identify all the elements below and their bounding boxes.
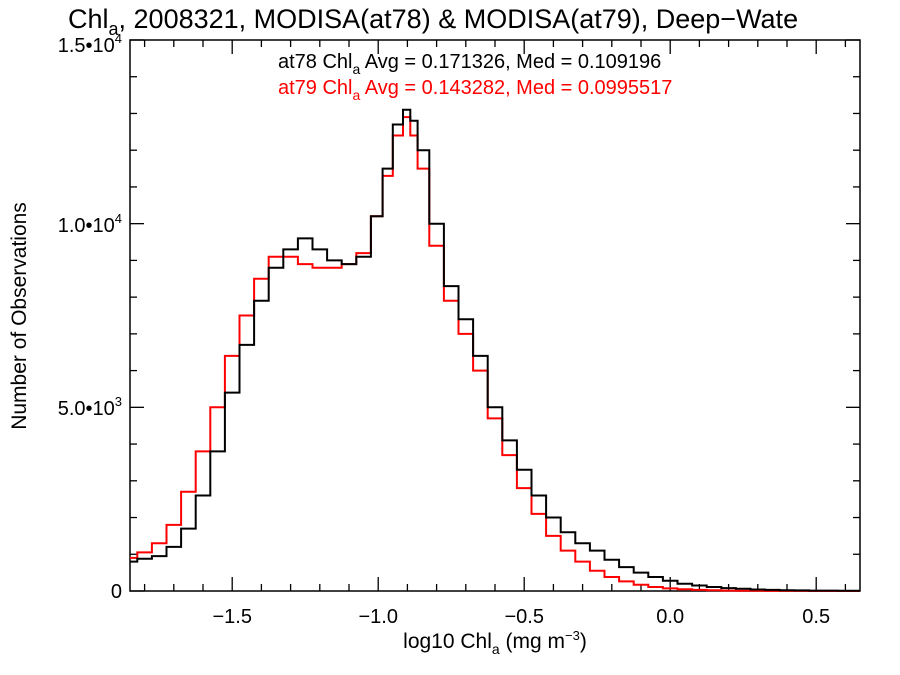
x-tick-label: −1.5 [212, 606, 251, 628]
x-tick-label: 0.5 [802, 606, 830, 628]
x-tick-label: −1.0 [358, 606, 397, 628]
y-tick-label: 0 [111, 581, 122, 603]
y-tick-label: 1.0•104 [58, 211, 122, 237]
annotation-at78: at78 Chla Avg = 0.171326, Med = 0.109196 [278, 51, 661, 77]
x-tick-label: 0.0 [656, 606, 684, 628]
histogram-lines [130, 108, 860, 592]
y-axis-label: Number of Observations [8, 202, 31, 430]
y-tick-label: 1.5•104 [58, 31, 122, 57]
x-tick-labels: −1.5 −1.0 −0.5 0.0 0.5 [212, 606, 830, 628]
axis-ticks [130, 39, 860, 592]
x-axis-label: log10 Chla (mg m−3) [403, 628, 587, 657]
y-tick-label: 5.0•103 [58, 394, 122, 420]
annotation-at79: at79 Chla Avg = 0.143282, Med = 0.099551… [278, 77, 672, 103]
x-tick-label: −0.5 [504, 606, 543, 628]
series-at78-line [130, 108, 860, 592]
chart-title: Chla, 2008321, MODISA(at78) & MODISA(at7… [68, 4, 798, 39]
